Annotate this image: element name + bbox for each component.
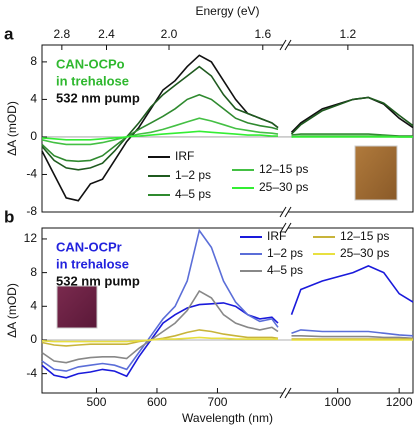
- x-tick-label: 1200: [386, 395, 413, 409]
- x2-tick-label: 2.4: [98, 27, 115, 41]
- axis-break-mark: [284, 39, 292, 51]
- annotation: in trehalose: [56, 256, 129, 271]
- sample-image: [354, 145, 398, 201]
- y-tick-label: -4: [26, 167, 37, 181]
- legend-label: 12–15 ps: [340, 229, 389, 243]
- x2-axis-label: Energy (eV): [195, 4, 259, 18]
- x-tick-label: 600: [147, 395, 167, 409]
- panel-label: b: [4, 207, 14, 226]
- x-axis-label: Wavelength (nm): [182, 411, 273, 425]
- axis-break-mark: [279, 387, 287, 399]
- y-tick-label: 4: [30, 298, 37, 312]
- y-tick-label: 12: [24, 231, 38, 245]
- axis-break-gap: [283, 210, 288, 214]
- x-tick-label: 500: [86, 395, 106, 409]
- annotation: CAN-OCPr: [56, 239, 122, 254]
- panel: -8 -4 0 4 8 ΔA (mOD) a 2.8 2.4 2.0 1.6 1.2 Energy (e…: [4, 4, 414, 218]
- data-line: [41, 290, 414, 364]
- annotation: 532 nm pump: [56, 90, 140, 105]
- legend-label: 4–5 ps: [267, 263, 303, 277]
- legend-label: 1–2 ps: [267, 246, 303, 260]
- panel-label: a: [4, 24, 14, 43]
- y-tick-label: 4: [30, 92, 37, 106]
- legend-label: 12–15 ps: [259, 162, 308, 176]
- axis-break-mark: [284, 206, 292, 218]
- axis-break-mark: [279, 39, 287, 51]
- x-tick-label: 1000: [324, 395, 351, 409]
- y-axis-label: ΔA (mOD): [5, 101, 19, 156]
- axis-break-gap: [283, 391, 288, 395]
- x2-tick-label: 2.8: [54, 27, 71, 41]
- annotation: 532 nm pump: [56, 273, 140, 288]
- y-axis-label: ΔA (mOD): [5, 283, 19, 338]
- legend-label: 1–2 ps: [175, 168, 211, 182]
- legend-label: IRF: [175, 149, 194, 163]
- panel: -4 0 4 8 12 ΔA (mOD) b 500 600 700 1000 1200 Wavelen…: [4, 207, 414, 425]
- data-line: [41, 117, 413, 146]
- y-tick-label: -4: [26, 366, 37, 380]
- y-tick-label: 8: [30, 54, 37, 68]
- data-line: [41, 130, 413, 141]
- data-line: [41, 93, 413, 163]
- legend-label: IRF: [267, 229, 286, 243]
- data-line: [41, 336, 413, 343]
- data-line: [41, 265, 414, 379]
- sample-image: [56, 285, 98, 329]
- axis-break-mark: [284, 222, 292, 234]
- annotation: CAN-OCPo: [56, 56, 125, 71]
- y-tick-label: -8: [26, 204, 37, 218]
- y-tick-label: 0: [30, 332, 37, 346]
- axis-break-mark: [279, 222, 287, 234]
- x2-tick-label: 1.2: [340, 27, 357, 41]
- y-tick-label: 0: [30, 129, 37, 143]
- x2-tick-label: 1.6: [254, 27, 271, 41]
- annotation: in trehalose: [56, 73, 129, 88]
- axis-break-gap: [283, 226, 288, 230]
- x-tick-label: 700: [207, 395, 227, 409]
- legend-label: 4–5 ps: [175, 187, 211, 201]
- data-line: [41, 329, 413, 347]
- axis-break-mark: [279, 206, 287, 218]
- legend-label: 25–30 ps: [259, 180, 308, 194]
- axis-break-mark: [284, 387, 292, 399]
- y-tick-label: 8: [30, 265, 37, 279]
- x2-tick-label: 2.0: [161, 27, 178, 41]
- legend-label: 25–30 ps: [340, 246, 389, 260]
- data-line: [41, 228, 414, 372]
- axis-break-gap: [283, 43, 288, 47]
- plot-frame: [41, 44, 414, 213]
- plot-frame: [41, 227, 414, 394]
- data-line: [41, 65, 414, 171]
